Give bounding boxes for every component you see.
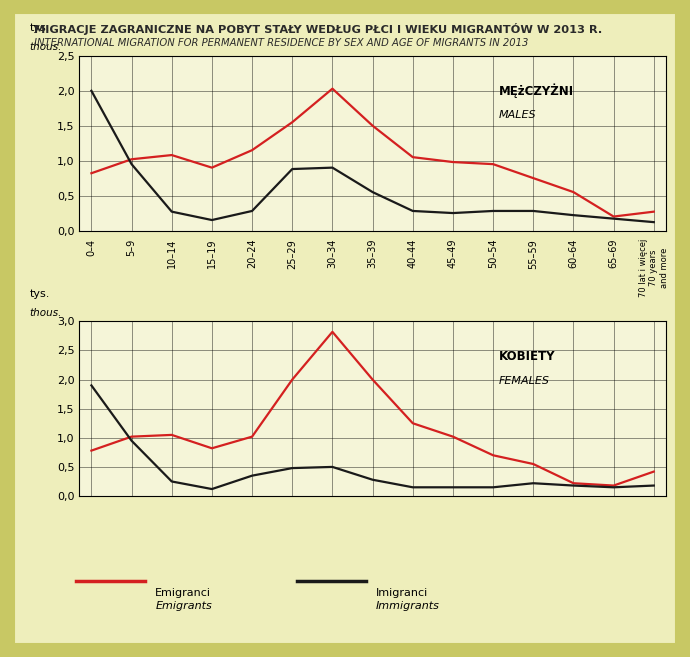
Text: 70 lat i więcej
70 years
and more: 70 lat i więcej 70 years and more (639, 239, 669, 297)
Text: Emigrants: Emigrants (155, 601, 212, 611)
Text: thous.: thous. (30, 308, 62, 318)
Text: 65–69: 65–69 (609, 239, 619, 268)
Text: 15–19: 15–19 (207, 239, 217, 268)
Text: tys.: tys. (30, 23, 50, 33)
Text: 55–59: 55–59 (529, 239, 538, 269)
Text: 5–9: 5–9 (126, 239, 137, 256)
Text: 45–49: 45–49 (448, 239, 458, 268)
Text: MIGRACJE ZAGRANICZNE NA POBYT STAŁY WEDŁUG PŁCI I WIEKU MIGRANTÓW W 2013 R.: MIGRACJE ZAGRANICZNE NA POBYT STAŁY WEDŁ… (34, 23, 603, 35)
Text: MALES: MALES (499, 110, 536, 120)
Text: KOBIETY: KOBIETY (499, 350, 555, 363)
Text: 30–34: 30–34 (328, 239, 337, 268)
Text: 35–39: 35–39 (368, 239, 377, 268)
Text: Immigrants: Immigrants (376, 601, 440, 611)
Text: MĘżCZYŻNI: MĘżCZYŻNI (499, 83, 574, 98)
Text: 40–44: 40–44 (408, 239, 417, 268)
Text: 10–14: 10–14 (167, 239, 177, 268)
Text: INTERNATIONAL MIGRATION FOR PERMANENT RESIDENCE BY SEX AND AGE OF MIGRANTS IN 20: INTERNATIONAL MIGRATION FOR PERMANENT RE… (34, 38, 529, 48)
Text: 60–64: 60–64 (569, 239, 578, 268)
Text: 25–29: 25–29 (287, 239, 297, 269)
Text: 50–54: 50–54 (488, 239, 498, 269)
Text: 20–24: 20–24 (247, 239, 257, 269)
Text: Imigranci: Imigranci (376, 588, 428, 598)
Text: thous.: thous. (30, 42, 62, 53)
Text: tys.: tys. (30, 288, 50, 299)
Text: FEMALES: FEMALES (499, 376, 550, 386)
Text: Emigranci: Emigranci (155, 588, 211, 598)
Text: 0–4: 0–4 (86, 239, 97, 256)
